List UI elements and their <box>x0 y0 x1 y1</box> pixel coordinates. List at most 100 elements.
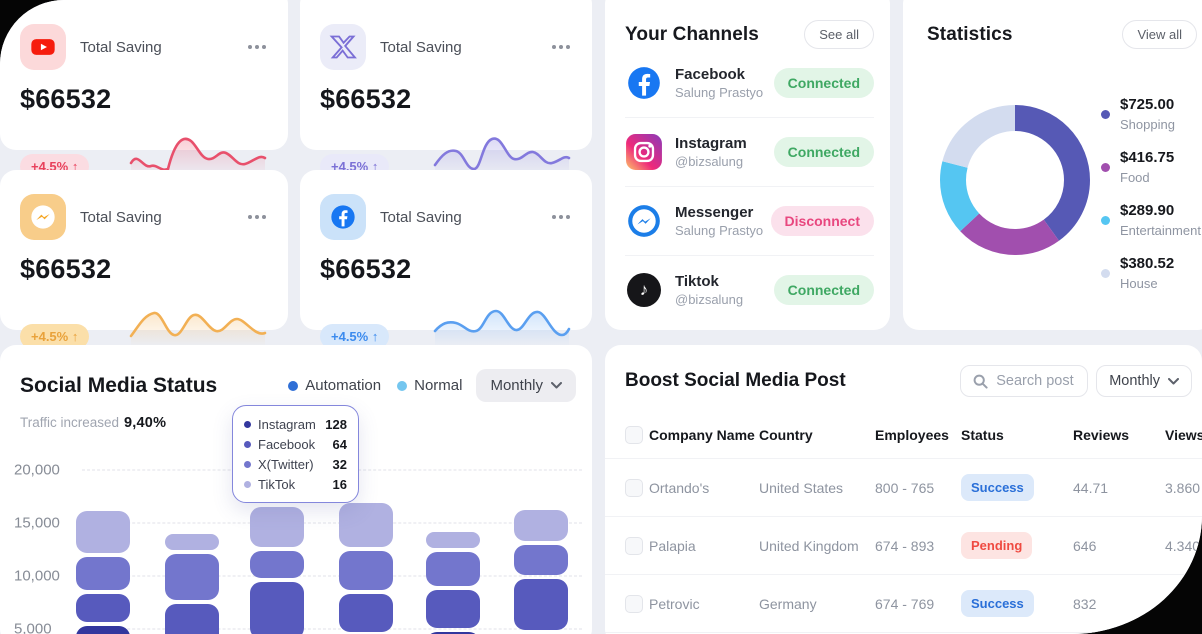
panel-title: Your Channels <box>625 23 759 45</box>
table-header-row: Company Name Country Employees Status Re… <box>605 411 1202 459</box>
legend-item-normal: Normal <box>397 377 462 394</box>
row-checkbox[interactable] <box>625 536 643 555</box>
ellipsis-icon[interactable] <box>246 209 268 225</box>
bar-segment-tiktok <box>165 533 219 551</box>
table-row: Ortando's United States 800 - 765 Succes… <box>605 459 1202 517</box>
legend-dot-icon <box>1101 110 1110 119</box>
total-amount: $66532 <box>320 254 412 284</box>
ellipsis-icon[interactable] <box>550 39 572 55</box>
channel-status-button[interactable]: Connected <box>773 275 874 305</box>
bar-segment-instagram <box>426 632 480 634</box>
bar-segment-facebook <box>165 604 219 634</box>
column-header: Company Name <box>649 426 755 443</box>
stacked-bar-chart <box>0 345 592 634</box>
x-twitter-icon <box>320 24 366 70</box>
total-amount: $66532 <box>20 84 112 114</box>
legend-label: Automation <box>305 377 382 394</box>
search-input[interactable] <box>996 373 1076 389</box>
gridline-10000: 10,000 <box>14 568 582 585</box>
total-saving-card-messenger: Total Saving $66532 +4.5% ↑ <box>0 170 288 349</box>
facebook-icon <box>625 64 663 102</box>
bar-segment-tiktok <box>76 511 130 554</box>
table-row: Petrovic Germany 674 - 769 Success 832 5… <box>605 575 1202 633</box>
channel-name: Tiktok <box>675 273 719 290</box>
channel-handle: @bizsalung <box>675 154 744 169</box>
legend-amount: $725.00 <box>1120 96 1175 113</box>
channel-item-tiktok: ♪ Tiktok @bizsalung Connected <box>625 256 874 324</box>
messenger-icon <box>20 194 66 240</box>
tooltip-row: Facebook 64 <box>244 434 347 454</box>
ellipsis-icon[interactable] <box>246 39 268 55</box>
country-cell: Germany <box>759 595 817 612</box>
bar-segment-facebook <box>339 593 393 633</box>
panel-title: Boost Social Media Post <box>625 370 846 391</box>
channel-status-button[interactable]: Connected <box>773 68 874 98</box>
row-checkbox[interactable] <box>625 478 643 497</box>
legend-item-automation: Automation <box>288 377 381 394</box>
legend-dot-icon <box>288 380 299 391</box>
company-cell: Petrovic <box>649 595 700 612</box>
sparkline-chart <box>129 137 267 177</box>
panel-title: Statistics <box>927 23 1013 45</box>
bar-segment-x(twitter) <box>339 550 393 590</box>
period-dropdown[interactable]: Monthly <box>1096 365 1192 397</box>
channel-name: Messenger <box>675 204 754 221</box>
view-all-button[interactable]: View all <box>1122 20 1197 49</box>
sparkline-chart <box>129 311 267 347</box>
channel-name: Facebook <box>675 66 746 83</box>
card-title: Total Saving <box>80 38 162 56</box>
column-header: Reviews <box>1073 426 1130 443</box>
views-cell: 3.860 <box>1165 479 1201 496</box>
bar-segment-x(twitter) <box>76 557 130 590</box>
chevron-down-icon <box>1168 377 1179 384</box>
employees-cell: 674 - 769 <box>875 595 935 612</box>
legend-dot-icon <box>244 460 251 468</box>
legend-dot-icon <box>1101 163 1110 172</box>
total-amount: $66532 <box>320 84 412 114</box>
row-checkbox[interactable] <box>625 594 643 613</box>
donut-segment-food <box>940 105 1090 255</box>
total-saving-card-facebook: Total Saving $66532 +4.5% ↑ <box>300 170 592 349</box>
employees-cell: 800 - 765 <box>875 479 935 496</box>
bar-segment-x(twitter) <box>514 544 568 575</box>
search-post-field[interactable] <box>960 365 1089 397</box>
tooltip-row: X(Twitter) 32 <box>244 454 347 474</box>
tooltip-row: TikTok 16 <box>244 474 347 494</box>
legend-label: Shopping <box>1120 117 1175 132</box>
column-header: Status <box>961 426 1004 443</box>
channel-status-button[interactable]: Connected <box>773 137 874 167</box>
legend-item: $416.75 Food <box>1101 149 1201 185</box>
country-cell: United States <box>759 479 844 496</box>
reviews-cell: 832 <box>1073 595 1097 612</box>
table-row: Palapia United Kingdom 674 - 893 Pending… <box>605 517 1202 575</box>
column-header: Country <box>759 426 813 443</box>
ellipsis-icon[interactable] <box>550 209 572 225</box>
boost-social-media-post-panel: Boost Social Media Post Monthly Company … <box>605 345 1202 634</box>
legend-dot-icon <box>397 380 408 391</box>
employees-cell: 674 - 893 <box>875 537 935 554</box>
bar-segment-tiktok <box>250 507 304 547</box>
select-all-checkbox[interactable] <box>625 425 643 444</box>
legend-dot-icon <box>244 480 251 488</box>
period-dropdown[interactable]: Monthly <box>476 369 576 402</box>
channel-status-button[interactable]: Disconnect <box>770 206 874 236</box>
gridline-15000: 15,000 <box>14 515 582 532</box>
bar-segment-x(twitter) <box>250 550 304 578</box>
change-badge: +4.5% ↑ <box>320 324 390 349</box>
channel-name: Instagram <box>675 135 747 152</box>
legend-amount: $289.90 <box>1120 202 1175 219</box>
donut-legend: $725.00 Shopping $416.75 Food $289.90 En… <box>1101 96 1201 291</box>
bar-segment-tiktok <box>339 502 393 547</box>
total-amount: $66532 <box>20 254 112 284</box>
legend-amount: $416.75 <box>1120 149 1175 166</box>
status-badge: Success <box>961 474 1034 501</box>
reviews-cell: 44.71 <box>1073 479 1109 496</box>
bar-segment-instagram <box>76 625 130 634</box>
chart-legend: Automation Normal <box>288 377 462 394</box>
legend-dot-icon <box>1101 269 1110 278</box>
bar-segment-facebook <box>426 590 480 628</box>
see-all-button[interactable]: See all <box>804 20 874 49</box>
company-cell: Palapia <box>649 537 696 554</box>
